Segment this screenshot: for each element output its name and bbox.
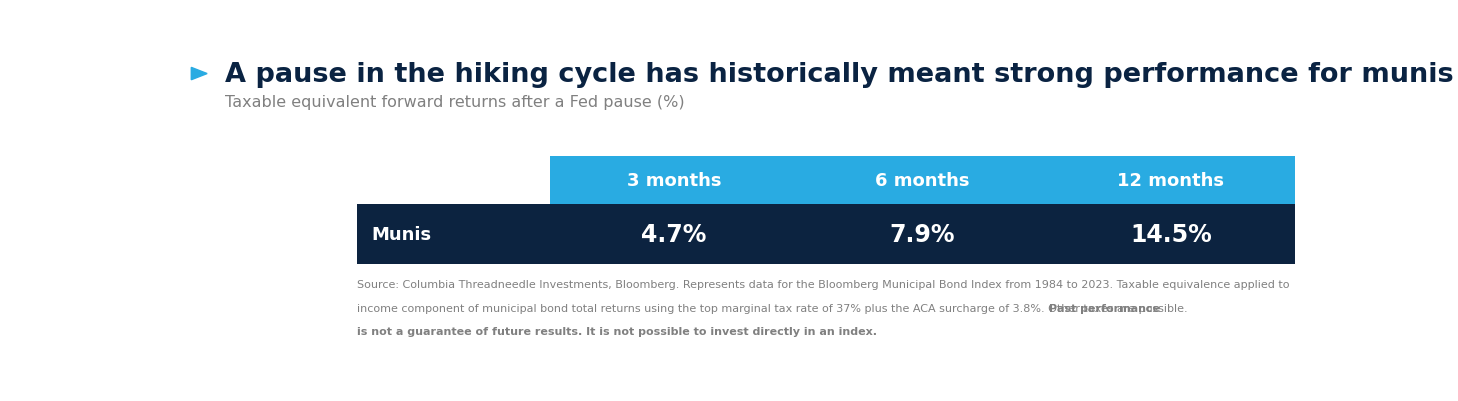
Text: 4.7%: 4.7% bbox=[642, 222, 707, 246]
Text: 3 months: 3 months bbox=[627, 171, 722, 189]
Text: Taxable equivalent forward returns after a Fed pause (%): Taxable equivalent forward returns after… bbox=[225, 95, 685, 109]
Text: 14.5%: 14.5% bbox=[1130, 222, 1212, 246]
Text: 12 months: 12 months bbox=[1117, 171, 1225, 189]
Text: income component of municipal bond total returns using the top marginal tax rate: income component of municipal bond total… bbox=[357, 303, 1191, 313]
Bar bbox=[357, 204, 1295, 264]
Text: A pause in the hiking cycle has historically meant strong performance for munis: A pause in the hiking cycle has historic… bbox=[225, 61, 1454, 87]
Text: Past performance: Past performance bbox=[1048, 303, 1161, 313]
Text: Munis: Munis bbox=[370, 225, 432, 243]
Text: 7.9%: 7.9% bbox=[889, 222, 955, 246]
Text: 6 months: 6 months bbox=[875, 171, 970, 189]
Polygon shape bbox=[191, 68, 207, 81]
Text: is not a guarantee of future results. It is not possible to invest directly in a: is not a guarantee of future results. It… bbox=[357, 326, 878, 336]
Text: Source: Columbia Threadneedle Investments, Bloomberg. Represents data for the Bl: Source: Columbia Threadneedle Investment… bbox=[357, 280, 1290, 290]
Bar bbox=[550, 156, 1295, 204]
